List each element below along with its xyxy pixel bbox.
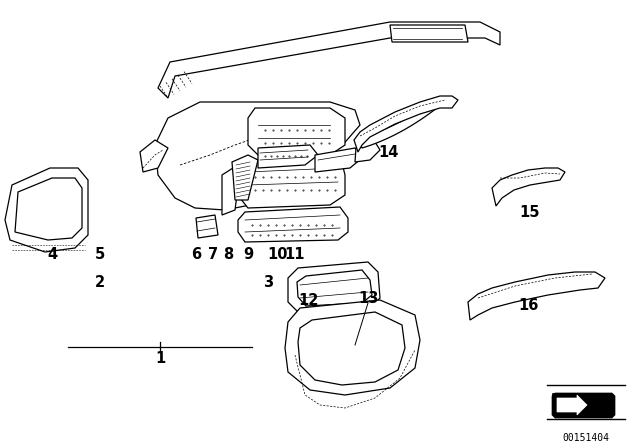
Polygon shape — [358, 98, 442, 148]
Polygon shape — [355, 142, 380, 162]
Text: 2: 2 — [95, 275, 105, 289]
Polygon shape — [5, 168, 88, 252]
Polygon shape — [288, 262, 380, 312]
Polygon shape — [258, 145, 318, 168]
Text: 7: 7 — [208, 246, 218, 262]
Polygon shape — [140, 140, 168, 172]
Polygon shape — [297, 270, 372, 306]
Text: 13: 13 — [358, 290, 378, 306]
Polygon shape — [232, 155, 258, 200]
Text: 12: 12 — [298, 293, 318, 307]
Text: 9: 9 — [243, 246, 253, 262]
Polygon shape — [557, 395, 587, 415]
Text: 4: 4 — [47, 246, 57, 262]
Polygon shape — [298, 312, 405, 385]
Polygon shape — [552, 393, 607, 415]
Text: 5: 5 — [95, 246, 105, 262]
Text: 11: 11 — [285, 246, 305, 262]
Polygon shape — [158, 22, 500, 98]
Polygon shape — [240, 155, 345, 208]
Text: 10: 10 — [268, 246, 288, 262]
Polygon shape — [222, 168, 240, 215]
Polygon shape — [549, 393, 557, 405]
Polygon shape — [315, 148, 362, 172]
Text: 14: 14 — [378, 145, 398, 159]
Text: 6: 6 — [191, 246, 201, 262]
Text: 16: 16 — [518, 297, 538, 313]
Polygon shape — [285, 300, 420, 395]
Text: 00151404: 00151404 — [563, 433, 609, 443]
Text: 3: 3 — [263, 275, 273, 289]
Text: 8: 8 — [223, 246, 233, 262]
Polygon shape — [468, 272, 605, 320]
Polygon shape — [196, 215, 218, 238]
Polygon shape — [390, 25, 468, 42]
Polygon shape — [155, 102, 360, 210]
Polygon shape — [354, 96, 458, 152]
Text: 15: 15 — [520, 204, 540, 220]
Text: 1: 1 — [155, 350, 165, 366]
Polygon shape — [552, 393, 615, 418]
Polygon shape — [15, 178, 82, 240]
Polygon shape — [492, 168, 565, 206]
Polygon shape — [248, 108, 345, 155]
Polygon shape — [238, 207, 348, 242]
